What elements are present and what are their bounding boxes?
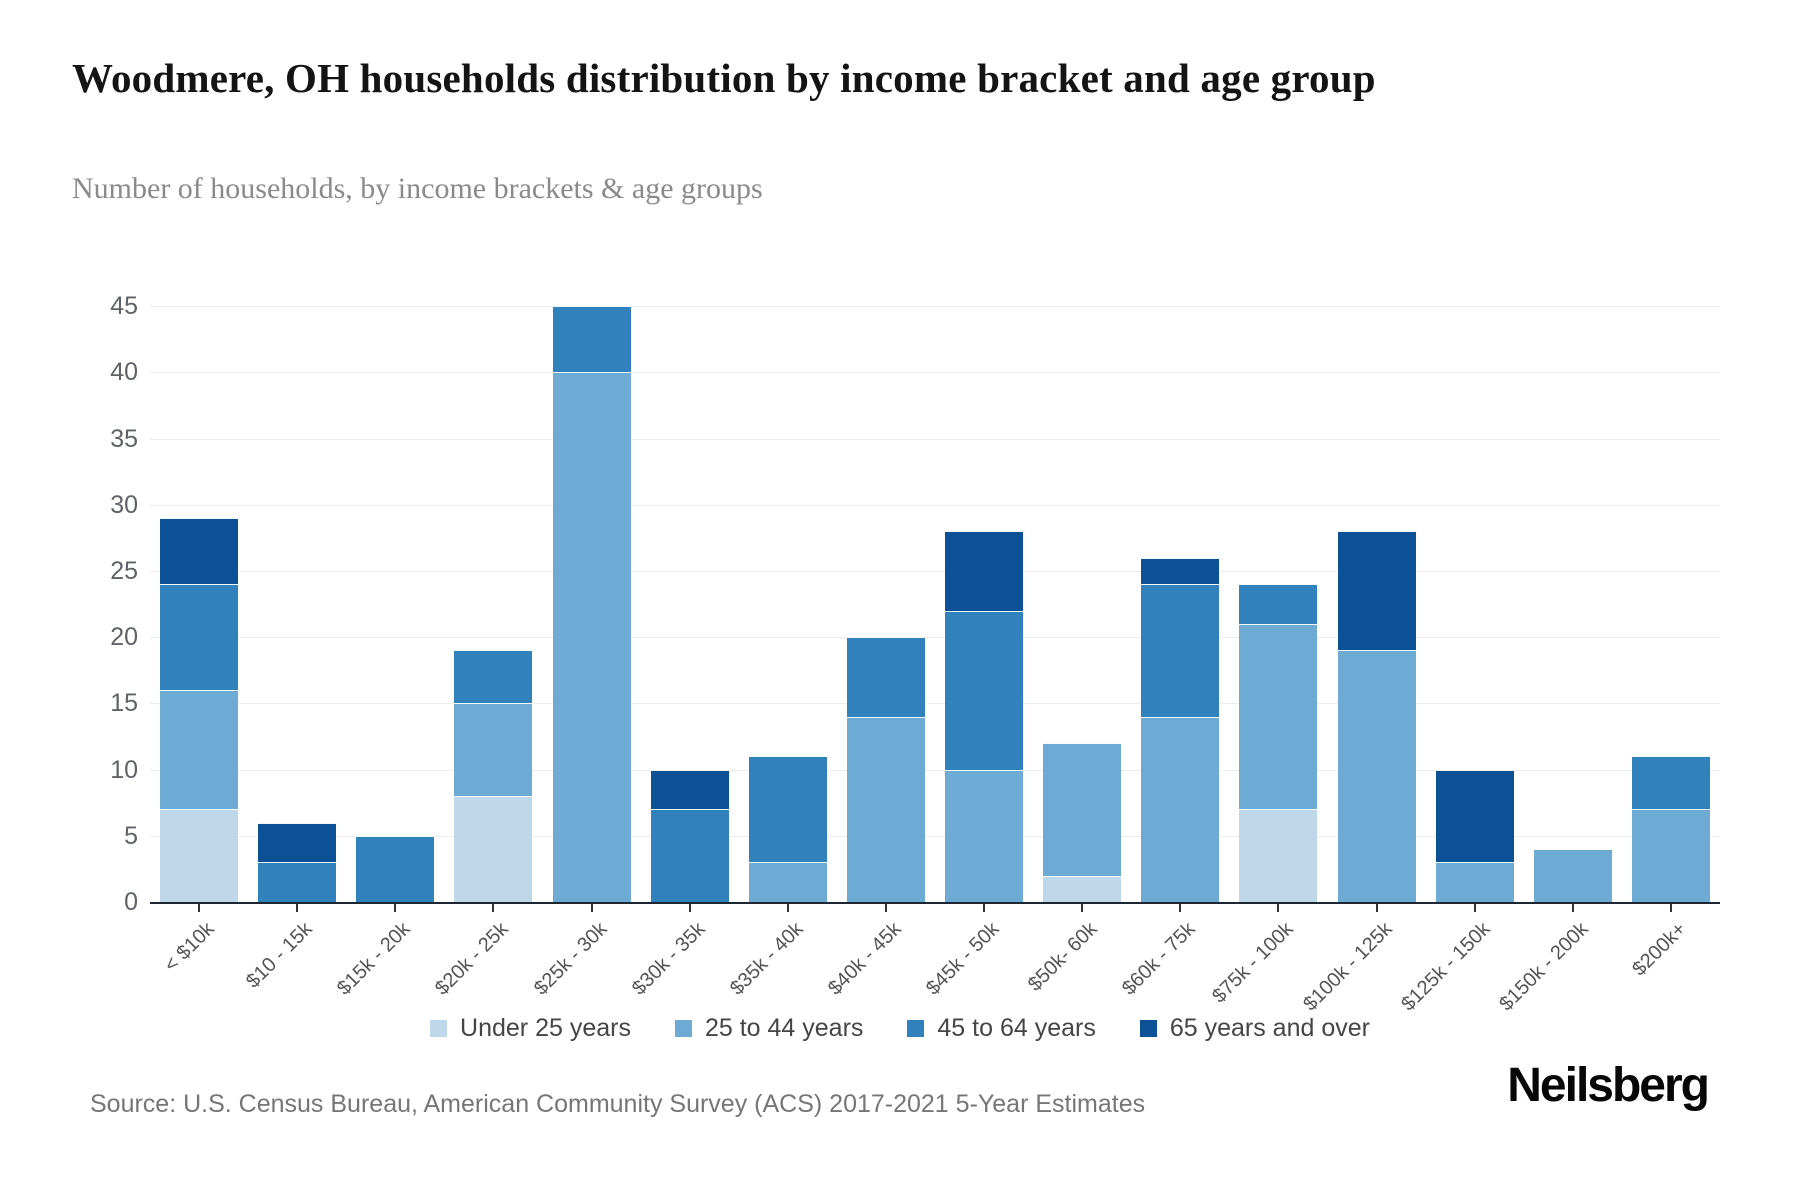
x-tick-mark — [1081, 904, 1084, 912]
bar-segment[interactable] — [945, 769, 1024, 902]
bar-segment[interactable] — [1435, 769, 1514, 863]
x-tick-mark — [1179, 904, 1182, 912]
y-tick-label: 10 — [110, 755, 138, 784]
legend-swatch-icon — [907, 1020, 925, 1037]
bar-segment[interactable] — [1435, 862, 1514, 902]
bar-segment[interactable] — [846, 716, 925, 902]
x-tick-mark — [1277, 904, 1280, 912]
y-tick-label: 35 — [110, 424, 138, 453]
bar-segment[interactable] — [945, 610, 1024, 770]
y-tick-label: 30 — [110, 490, 138, 519]
gridline-y35 — [150, 438, 1720, 440]
y-tick-label: 15 — [110, 689, 138, 718]
y-tick-label: 20 — [110, 623, 138, 652]
x-tick-mark — [1571, 904, 1574, 912]
gridline-y10 — [150, 769, 1720, 771]
bar-segment[interactable] — [1337, 650, 1416, 902]
gridline-y40 — [150, 372, 1720, 374]
gridline-y20 — [150, 637, 1720, 639]
bar-segment[interactable] — [1043, 875, 1122, 902]
gridline-y25 — [150, 571, 1720, 572]
bar-segment[interactable] — [258, 862, 337, 902]
bar-segment[interactable] — [1239, 809, 1318, 902]
legend-swatch-icon — [674, 1020, 692, 1037]
x-tick-mark — [590, 904, 593, 912]
neilsberg-logo: Neilsberg — [1507, 1059, 1710, 1112]
bar-segment[interactable] — [454, 703, 533, 797]
bar-segment[interactable] — [258, 822, 337, 863]
bar-segment[interactable] — [1141, 584, 1220, 717]
legend-item[interactable]: 25 to 44 years — [674, 1014, 864, 1043]
gridline-y15 — [150, 703, 1720, 705]
legend-item[interactable]: Under 25 years — [430, 1014, 631, 1043]
bar-segment[interactable] — [1043, 743, 1122, 876]
bar-segment[interactable] — [552, 372, 631, 902]
legend-item[interactable]: 65 years and over — [1139, 1014, 1370, 1043]
legend-swatch-icon — [1139, 1020, 1157, 1037]
bar-segment[interactable] — [1337, 531, 1416, 651]
bar-segment[interactable] — [160, 809, 239, 902]
bar-segment[interactable] — [552, 306, 631, 373]
x-tick-mark — [296, 904, 299, 912]
y-tick-label: 40 — [110, 358, 138, 387]
bar-segment[interactable] — [650, 769, 729, 810]
gridline-y30 — [150, 504, 1720, 506]
bar-segment[interactable] — [454, 796, 533, 902]
x-tick-mark — [1669, 904, 1672, 912]
bar-segment[interactable] — [1631, 809, 1710, 902]
bar-segment[interactable] — [1239, 584, 1318, 624]
y-tick-label: 45 — [110, 292, 138, 321]
y-tick-label: 25 — [110, 557, 138, 585]
source-note: Source: U.S. Census Bureau, American Com… — [90, 1090, 1146, 1118]
gridline-y5 — [150, 835, 1720, 837]
x-tick-mark — [1375, 904, 1378, 912]
x-tick-mark — [1473, 904, 1476, 912]
bar-segment[interactable] — [1239, 623, 1318, 810]
bar-segment[interactable] — [846, 637, 925, 717]
bar-segment[interactable] — [1533, 849, 1612, 902]
chart-title: Woodmere, OH households distribution by … — [72, 55, 1376, 101]
bar-segment[interactable] — [1141, 557, 1220, 585]
legend-label: 25 to 44 years — [704, 1014, 864, 1042]
bar-segment[interactable] — [160, 584, 239, 691]
bar-segment[interactable] — [650, 809, 729, 902]
x-tick-mark — [198, 904, 201, 912]
x-tick-mark — [688, 904, 691, 912]
x-tick-mark — [983, 904, 986, 912]
chart-subtitle: Number of households, by income brackets… — [72, 172, 763, 205]
y-tick-label: 5 — [124, 821, 138, 850]
x-tick-mark — [786, 904, 789, 912]
gridline-y45 — [150, 306, 1720, 308]
bar-segment[interactable] — [748, 756, 827, 863]
x-tick-mark — [492, 904, 495, 912]
legend-label: 45 to 64 years — [937, 1014, 1096, 1042]
legend-label: Under 25 years — [460, 1014, 631, 1042]
legend: Under 25 years 25 to 44 years 45 to 64 yea… — [0, 1014, 1800, 1043]
bar-segment[interactable] — [356, 835, 435, 902]
bar-segment[interactable] — [454, 650, 533, 704]
legend-swatch-icon — [430, 1020, 448, 1037]
legend-label: 65 years and over — [1169, 1014, 1370, 1042]
bar-segment[interactable] — [160, 518, 239, 585]
bar-segment[interactable] — [160, 690, 239, 810]
legend-item[interactable]: 45 to 64 years — [907, 1014, 1096, 1043]
bar-segment[interactable] — [945, 531, 1024, 611]
bar-segment[interactable] — [1141, 716, 1220, 902]
bar-segment[interactable] — [1631, 756, 1710, 810]
x-axis-baseline — [150, 902, 1720, 904]
y-tick-label: 0 — [124, 888, 138, 916]
x-tick-mark — [394, 904, 397, 912]
bar-segment[interactable] — [748, 862, 827, 902]
x-tick-mark — [884, 904, 887, 912]
